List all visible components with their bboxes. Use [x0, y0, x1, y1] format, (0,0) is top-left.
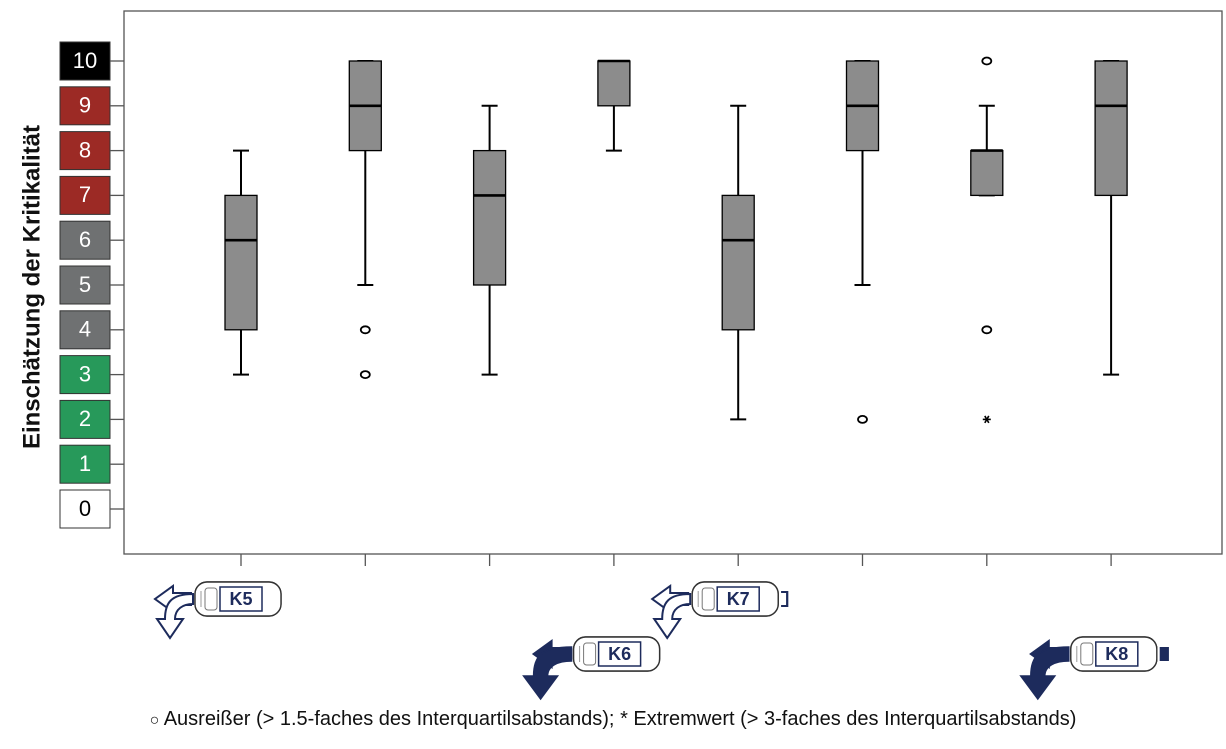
scale-box-2 — [59, 399, 111, 439]
car-label: K8 — [1105, 644, 1128, 664]
extreme-star-stroke — [984, 415, 990, 424]
scenario-K5: K5 — [155, 581, 282, 640]
boxes — [224, 56, 1128, 424]
box-K7 — [970, 56, 1004, 424]
scale-box-10 — [59, 41, 111, 81]
signal-marker — [1159, 647, 1169, 661]
footnote: ○ Ausreißer (> 1.5-faches des Interquart… — [0, 708, 1226, 731]
scale-box-8 — [59, 131, 111, 171]
box-K4 — [597, 59, 631, 152]
car-label: K6 — [608, 644, 631, 664]
car-label-box — [219, 586, 263, 612]
scenario-K8: K8 — [1019, 636, 1169, 701]
scale-box-1 — [59, 444, 111, 484]
scale-box-9 — [59, 86, 111, 126]
scale-label-9: 9 — [79, 93, 91, 118]
outlier-point — [981, 325, 993, 335]
iqr-box — [970, 149, 1004, 197]
car-windshield — [701, 587, 715, 611]
scale-label-8: 8 — [79, 137, 91, 162]
scale-label-7: 7 — [79, 182, 91, 207]
box-K3 — [472, 104, 507, 376]
extreme-text: Extremwert (> 3-faches des Interquartils… — [633, 708, 1077, 730]
outlier-point — [981, 56, 993, 66]
scale-box-4 — [59, 310, 111, 350]
scenario-icons: K1K2K3K4K5K6K7K8 — [153, 581, 1169, 701]
scale-label-4: 4 — [79, 317, 91, 342]
outlier-point — [857, 414, 868, 424]
scale-label-0: 0 — [79, 496, 91, 521]
outlier-point — [359, 370, 371, 380]
box-K2 — [348, 60, 382, 380]
car-label: K7 — [727, 589, 750, 609]
iqr-box — [472, 149, 507, 286]
scale-box-7 — [59, 175, 111, 215]
box-plot-chart: Einschätzung der Kritikalität 1098765432… — [18, 10, 1223, 701]
scale-box-0 — [59, 489, 111, 529]
outlier-point — [359, 325, 371, 335]
scale-label-5: 5 — [79, 272, 91, 297]
car-windshield — [583, 642, 597, 666]
scale-label-6: 6 — [79, 227, 91, 252]
turn-down-arrow-icon — [522, 646, 573, 701]
car-label-box — [716, 586, 760, 612]
turn-down-arrow-icon — [1019, 646, 1070, 701]
iqr-box — [1094, 60, 1128, 197]
scale-label-10: 10 — [73, 48, 97, 73]
scenario-K6: K6 — [522, 636, 661, 701]
outlier-text: Ausreißer (> 1.5-faches des Interquartil… — [163, 708, 615, 730]
box-K1 — [224, 149, 258, 376]
iqr-box — [597, 60, 631, 107]
scenario-K7: K7 — [652, 581, 789, 640]
car-label-box — [597, 641, 642, 667]
turn-down-arrow-icon — [652, 592, 692, 640]
extreme-point — [982, 415, 991, 424]
scale-label-3: 3 — [79, 361, 91, 386]
box-K8 — [1094, 60, 1128, 376]
car-label: K5 — [229, 589, 252, 609]
signal-marker — [781, 591, 789, 607]
scale-label-2: 2 — [79, 406, 91, 431]
iqr-box — [224, 194, 258, 331]
plot-frame — [123, 10, 1223, 555]
scale-label-1: 1 — [79, 451, 91, 476]
x-axis-ticks — [240, 554, 1112, 566]
turn-down-arrow-icon — [155, 592, 194, 640]
car-windshield — [1080, 642, 1094, 666]
extreme-symbol: * — [620, 708, 628, 730]
y-axis-label: Einschätzung der Kritikalität — [18, 125, 45, 449]
box-K5 — [721, 104, 755, 421]
car-label-box — [1095, 641, 1139, 667]
outlier-symbol: ○ — [149, 712, 160, 729]
car-windshield — [204, 587, 218, 611]
iqr-box — [721, 194, 755, 331]
box-K6 — [845, 60, 880, 424]
